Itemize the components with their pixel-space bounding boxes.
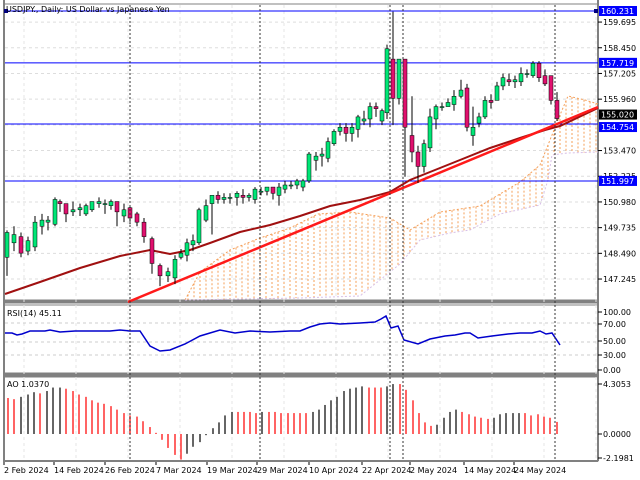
svg-text:2 Feb 2024: 2 Feb 2024 — [4, 466, 49, 475]
svg-text:50.00: 50.00 — [603, 337, 626, 346]
svg-text:26 Feb 2024: 26 Feb 2024 — [105, 466, 155, 475]
rsi-panel[interactable] — [3, 304, 599, 374]
svg-text:159.695: 159.695 — [603, 18, 636, 27]
svg-text:155.960: 155.960 — [603, 95, 636, 104]
price-tags: 160.231 157.719 155.020 154.754 151.997 — [599, 6, 637, 186]
svg-text:151.997: 151.997 — [601, 177, 634, 186]
svg-text:157.205: 157.205 — [603, 69, 636, 78]
ao-label: AO 1.0370 — [7, 380, 49, 389]
svg-text:-2.1981: -2.1981 — [603, 454, 634, 463]
svg-text:149.735: 149.735 — [603, 224, 636, 233]
svg-text:100.00: 100.00 — [603, 308, 631, 317]
svg-text:14 Feb 2024: 14 Feb 2024 — [54, 466, 104, 475]
candlesticks — [4, 11, 560, 287]
rsi-label: RSI(14) 45.11 — [7, 309, 62, 318]
svg-text:19 Mar 2024: 19 Mar 2024 — [207, 466, 258, 475]
period-separators — [129, 5, 556, 461]
grid-lines — [5, 5, 597, 460]
svg-text:0.0000: 0.0000 — [603, 430, 631, 439]
svg-text:7 Mar 2024: 7 Mar 2024 — [156, 466, 202, 475]
svg-text:0.00: 0.00 — [603, 366, 621, 375]
ichimoku-cloud — [184, 95, 599, 301]
price-panel[interactable] — [3, 3, 599, 301]
trendline[interactable] — [127, 105, 599, 304]
svg-text:14 May 2024: 14 May 2024 — [464, 466, 516, 475]
moving-average-line — [4, 107, 599, 295]
svg-text:2 May 2024: 2 May 2024 — [410, 466, 457, 475]
svg-text:147.245: 147.245 — [603, 275, 636, 284]
svg-text:22 Apr 2024: 22 Apr 2024 — [362, 466, 411, 475]
svg-text:157.719: 157.719 — [601, 59, 634, 68]
svg-text:153.470: 153.470 — [603, 147, 636, 156]
svg-text:148.490: 148.490 — [603, 249, 636, 258]
ao-histogram — [7, 384, 558, 460]
svg-text:10 Apr 2024: 10 Apr 2024 — [309, 466, 358, 475]
horizontal-levels[interactable] — [4, 9, 598, 182]
svg-text:30.00: 30.00 — [603, 351, 626, 360]
svg-text:24 May 2024: 24 May 2024 — [514, 466, 566, 475]
chart-title: USDJPY., Daily: US Dollar vs Japanese Ye… — [6, 5, 170, 14]
svg-text:160.231: 160.231 — [601, 7, 634, 16]
svg-text:150.980: 150.980 — [603, 198, 636, 207]
svg-text:154.754: 154.754 — [601, 123, 634, 132]
svg-text:70.00: 70.00 — [603, 320, 626, 329]
svg-text:29 Mar 2024: 29 Mar 2024 — [257, 466, 308, 475]
svg-text:158.450: 158.450 — [603, 44, 636, 53]
time-axis[interactable]: 2 Feb 2024 14 Feb 2024 26 Feb 2024 7 Mar 20… — [3, 460, 598, 475]
rsi-axis: 100.00 70.00 50.00 30.00 0.00 — [598, 308, 631, 375]
svg-text:4.3053: 4.3053 — [603, 380, 631, 389]
ao-panel[interactable] — [3, 376, 599, 462]
svg-text:155.020: 155.020 — [601, 111, 634, 120]
ao-axis: 4.3053 0.0000 -2.1981 — [598, 380, 634, 463]
rsi-line — [5, 314, 561, 352]
